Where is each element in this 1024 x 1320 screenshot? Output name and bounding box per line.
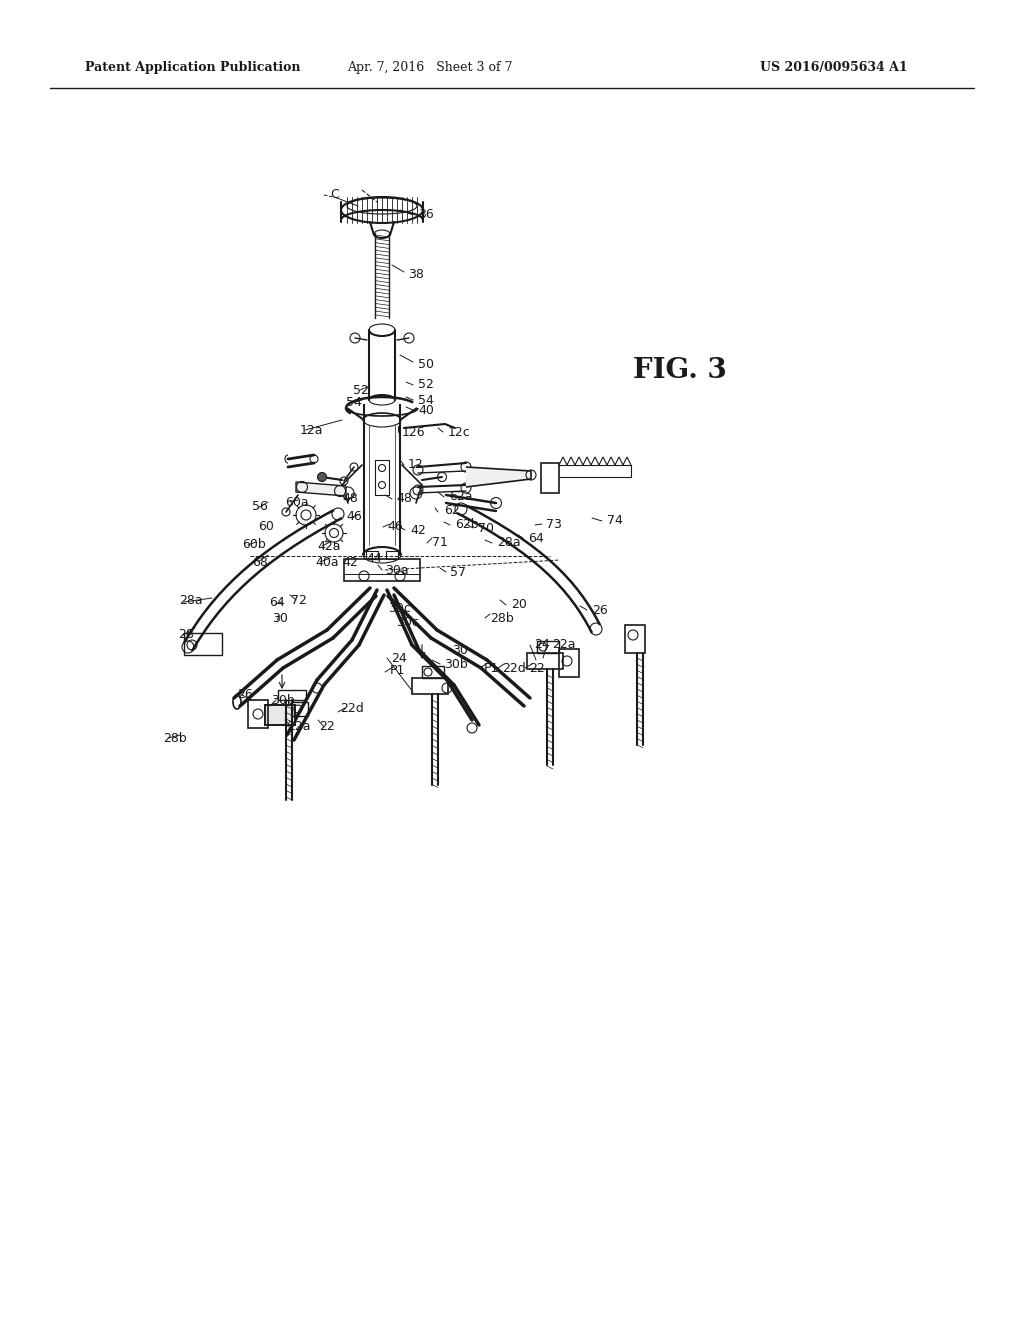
Text: 24: 24 — [534, 639, 550, 652]
Text: 28b: 28b — [163, 731, 186, 744]
Text: 40: 40 — [418, 404, 434, 417]
Text: 42a: 42a — [317, 540, 341, 553]
Text: 30: 30 — [452, 644, 468, 657]
Text: 46: 46 — [346, 511, 361, 524]
Text: 38: 38 — [408, 268, 424, 281]
Text: 46: 46 — [387, 520, 402, 533]
Text: 48: 48 — [342, 492, 357, 506]
Text: 26: 26 — [237, 689, 253, 701]
Text: 64: 64 — [269, 597, 285, 610]
Bar — [625, 624, 645, 653]
Circle shape — [317, 473, 327, 482]
Text: 71: 71 — [432, 536, 447, 549]
Bar — [541, 463, 559, 492]
Bar — [559, 649, 579, 677]
Text: 126: 126 — [402, 425, 426, 438]
Text: 52: 52 — [353, 384, 369, 396]
Bar — [386, 550, 398, 558]
Text: 22a: 22a — [287, 721, 310, 734]
Bar — [375, 459, 389, 495]
Text: 28a: 28a — [179, 594, 203, 607]
Bar — [265, 705, 295, 725]
Bar — [292, 702, 308, 715]
Text: 40a: 40a — [315, 556, 339, 569]
Text: 57: 57 — [450, 565, 466, 578]
Text: 12c: 12c — [449, 425, 471, 438]
Text: 62a: 62a — [449, 491, 472, 503]
Text: 30b: 30b — [444, 657, 468, 671]
Bar — [344, 558, 420, 581]
PathPatch shape — [466, 467, 531, 487]
Text: 22a: 22a — [552, 639, 575, 652]
Text: 62: 62 — [444, 504, 460, 517]
Text: P1: P1 — [390, 664, 406, 676]
Text: 12a: 12a — [300, 424, 324, 437]
Text: 52: 52 — [418, 379, 434, 392]
Text: 54: 54 — [346, 396, 361, 409]
Text: 54: 54 — [418, 393, 434, 407]
Text: Patent Application Publication: Patent Application Publication — [85, 62, 300, 74]
Text: P1: P1 — [484, 661, 500, 675]
Text: 56: 56 — [252, 500, 268, 513]
Bar — [366, 550, 378, 558]
Text: 44: 44 — [366, 552, 382, 565]
Text: 28a: 28a — [497, 536, 520, 549]
Text: 30: 30 — [272, 612, 288, 626]
Text: FIG. 3: FIG. 3 — [633, 356, 727, 384]
Text: 42: 42 — [342, 556, 357, 569]
Text: 48: 48 — [396, 492, 412, 506]
Text: 60: 60 — [258, 520, 273, 532]
Bar — [412, 678, 449, 694]
Text: 30c: 30c — [388, 602, 411, 615]
Text: 68: 68 — [252, 556, 268, 569]
Text: 73: 73 — [546, 517, 562, 531]
PathPatch shape — [296, 482, 346, 496]
Bar — [527, 653, 563, 669]
Text: 22: 22 — [529, 661, 545, 675]
Text: 12: 12 — [408, 458, 424, 471]
Text: 28: 28 — [178, 627, 194, 640]
Text: 50: 50 — [418, 359, 434, 371]
Text: 30b: 30b — [271, 693, 295, 706]
Bar — [537, 642, 559, 653]
Text: 60b: 60b — [242, 539, 266, 552]
Bar — [184, 634, 222, 655]
Text: 22d: 22d — [502, 661, 525, 675]
Text: 60a: 60a — [285, 495, 308, 508]
Bar — [248, 700, 268, 729]
Text: 22: 22 — [319, 721, 335, 734]
Text: 74: 74 — [607, 515, 623, 528]
Bar — [278, 690, 306, 700]
Text: 20: 20 — [511, 598, 527, 610]
Text: 64: 64 — [528, 532, 544, 544]
Text: 70: 70 — [478, 521, 494, 535]
Text: 24: 24 — [391, 652, 407, 664]
Text: US 2016/0095634 A1: US 2016/0095634 A1 — [760, 62, 907, 74]
Text: 28b: 28b — [490, 611, 514, 624]
Text: C: C — [330, 189, 339, 202]
Text: 26: 26 — [592, 603, 608, 616]
Text: 42: 42 — [410, 524, 426, 536]
Text: 36: 36 — [418, 209, 434, 222]
Bar — [422, 667, 444, 678]
Text: 72: 72 — [291, 594, 307, 606]
Text: 62b: 62b — [455, 519, 478, 532]
Text: 30a: 30a — [385, 564, 409, 577]
Bar — [265, 705, 295, 725]
Text: Apr. 7, 2016   Sheet 3 of 7: Apr. 7, 2016 Sheet 3 of 7 — [347, 62, 513, 74]
Text: 30c: 30c — [396, 615, 419, 628]
Text: 22d: 22d — [340, 701, 364, 714]
